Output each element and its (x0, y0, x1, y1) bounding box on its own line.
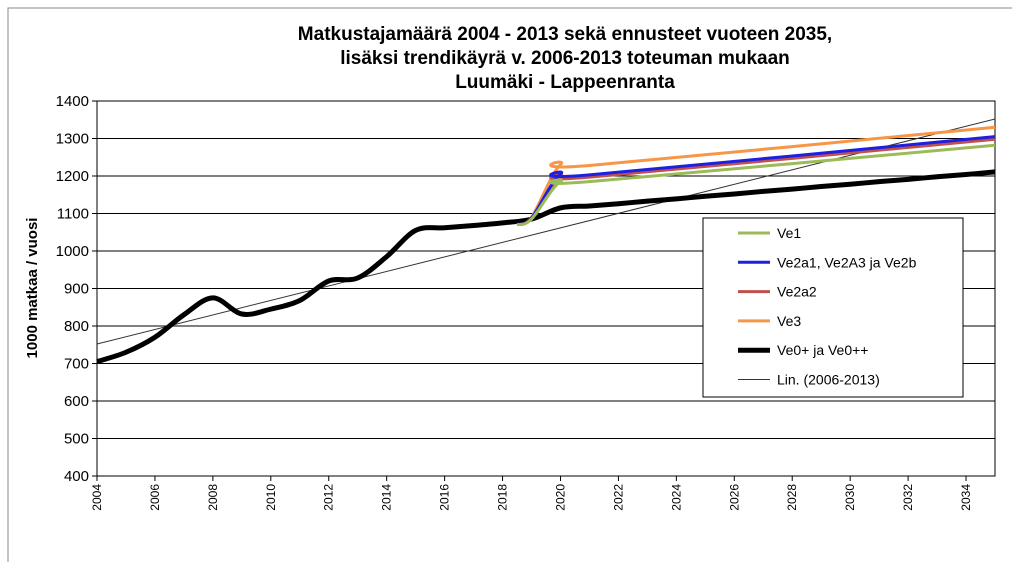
legend-label: Ve1 (777, 225, 801, 241)
chart-title: lisäksi trendikäyrä v. 2006-2013 toteuma… (340, 48, 790, 69)
y-axis-label: 1000 matkaa / vuosi (24, 218, 41, 359)
plot-area (96, 100, 996, 477)
chart-title: Matkustajamäärä 2004 - 2013 sekä ennuste… (298, 24, 832, 45)
x-tick-label: 2016 (438, 484, 452, 511)
y-tick-label: 700 (64, 356, 89, 373)
legend-label: Lin. (2006-2013) (777, 372, 880, 388)
x-tick-label: 2026 (727, 484, 741, 511)
chart-title: Luumäki - Lappeenranta (455, 72, 675, 93)
y-tick-label: 1200 (56, 168, 89, 185)
y-tick-label: 900 (64, 281, 89, 298)
y-tick-label: 1000 (56, 243, 89, 260)
x-tick-label: 2032 (901, 484, 915, 511)
series-line (96, 169, 996, 365)
y-tick-label: 1300 (56, 131, 89, 148)
x-tick-label: 2022 (611, 484, 625, 511)
legend-label: Ve0+ ja Ve0++ (777, 342, 868, 358)
x-tick-label: 2006 (148, 484, 162, 511)
x-tick-label: 2030 (843, 484, 857, 511)
legend-label: Ve2a1, Ve2A3 ja Ve2b (777, 254, 917, 270)
legend-label: Ve2a2 (777, 284, 817, 300)
x-tick-label: 2018 (496, 484, 510, 511)
y-tick-label: 600 (64, 393, 89, 410)
legend-box (702, 217, 964, 398)
x-tick-label: 2010 (264, 484, 278, 511)
legend-label: Ve3 (777, 313, 801, 329)
frame (7, 7, 1012, 562)
series-line (96, 118, 996, 345)
y-tick-label: 400 (64, 468, 89, 485)
y-tick-label: 1100 (57, 206, 89, 223)
y-tick-label: 1400 (56, 93, 89, 110)
x-tick-label: 2012 (322, 484, 336, 511)
y-tick-label: 500 (64, 431, 89, 448)
x-tick-label: 2028 (785, 484, 799, 511)
x-tick-label: 2014 (380, 484, 394, 511)
x-tick-label: 2008 (206, 484, 220, 511)
x-tick-label: 2034 (959, 484, 973, 511)
series-line (516, 143, 996, 227)
x-tick-label: 2004 (90, 484, 104, 511)
x-tick-label: 2024 (669, 484, 683, 511)
x-tick-label: 2020 (553, 484, 567, 511)
y-tick-label: 800 (64, 318, 89, 335)
